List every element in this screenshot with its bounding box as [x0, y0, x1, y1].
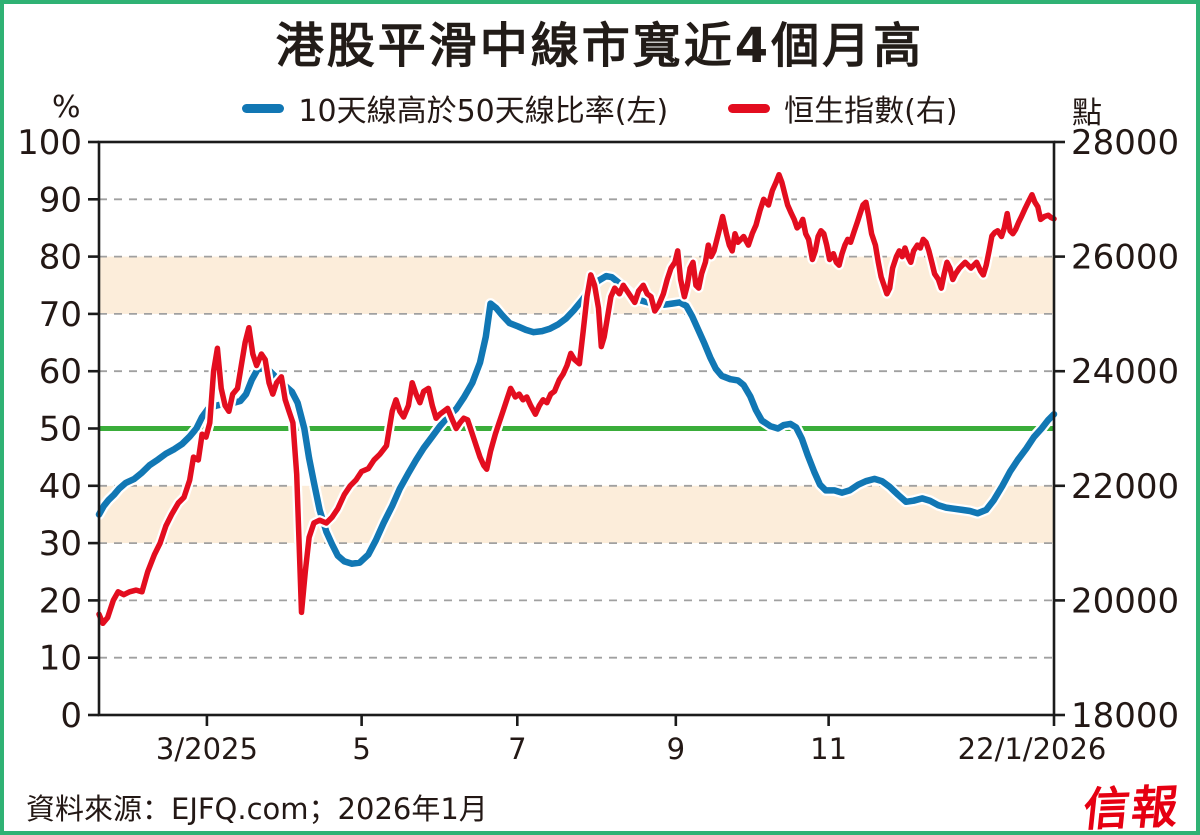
chart-title: 港股平滑中線市寬近4個月高: [275, 18, 925, 74]
breadth-line-swatch-icon: [242, 103, 285, 113]
x-axis-tick-label: 3/2025: [156, 732, 258, 766]
legend: 10天線高於50天線比率(左) 恒生指數(右): [4, 86, 1196, 130]
right-axis-tick-label: 18000: [1071, 696, 1179, 736]
left-axis-tick-label: 80: [39, 238, 82, 278]
legend-label-breadth: 10天線高於50天線比率(左): [298, 94, 669, 129]
left-axis-tick-label: 10: [39, 639, 82, 679]
right-axis-tick-label: 20000: [1071, 581, 1179, 621]
left-axis-tick-label: 0: [60, 696, 82, 736]
left-axis-tick-label: 70: [39, 295, 82, 335]
x-axis-tick-label: 7: [508, 732, 526, 766]
hsi-line: [96, 171, 1057, 627]
right-axis-tick-label: 22000: [1071, 467, 1179, 507]
right-axis-tick-label: 26000: [1071, 238, 1179, 278]
x-axis-tick-label: 11: [810, 732, 847, 766]
left-axis-tick-label: 100: [17, 123, 82, 163]
right-axis-tick-label: 28000: [1071, 123, 1179, 163]
right-axis-tick-label: 24000: [1071, 352, 1179, 392]
legend-item-hsi: 恒生指數(右): [728, 86, 958, 130]
left-axis-tick-label: 90: [39, 180, 82, 220]
breadth-line: [95, 272, 1058, 567]
left-axis-tick-label: 60: [39, 352, 82, 392]
left-axis-tick-label: 30: [39, 524, 82, 564]
chart-plot-area: 1009080706050403020100280002600024000220…: [17, 123, 1179, 766]
left-axis-tick-label: 50: [39, 410, 82, 450]
left-axis-unit: %: [52, 90, 81, 125]
x-axis-tick-label: 5: [352, 732, 370, 766]
left-axis-tick-label: 40: [39, 467, 82, 507]
brand-logo: 信報: [1080, 779, 1183, 835]
legend-label-hsi: 恒生指數(右): [784, 94, 958, 129]
x-axis-tick-label: 9: [667, 732, 685, 766]
source-note: 資料來源：EJFQ.com；2026年1月: [26, 792, 488, 826]
left-axis-tick-label: 20: [39, 581, 82, 621]
legend-item-breadth: 10天線高於50天線比率(左): [242, 86, 668, 130]
right-axis-unit: 點: [1072, 96, 1102, 131]
hsi-line-swatch-icon: [728, 103, 771, 113]
x-axis-tick-label: 22/1/2026: [958, 732, 1107, 766]
neutral-zone-band: [99, 485, 1054, 544]
